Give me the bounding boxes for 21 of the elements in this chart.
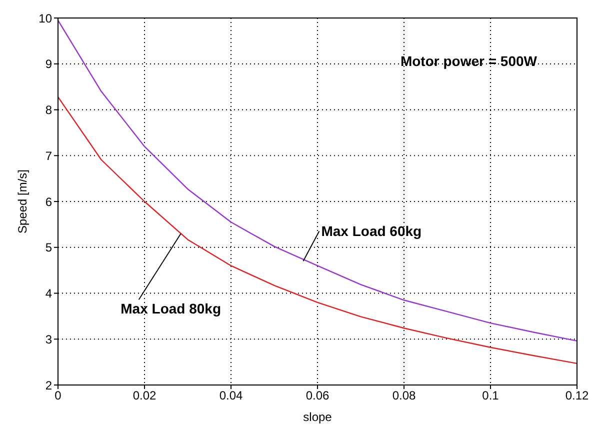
line-series (58, 96, 577, 364)
x-tick-label: 0.06 (306, 388, 330, 403)
annotation: Max Load 60kg (321, 223, 422, 240)
y-tick-label: 6 (45, 194, 52, 209)
y-tick-label: 9 (45, 57, 52, 72)
x-tick-label: 0.04 (219, 388, 243, 403)
y-tick-label: 3 (45, 332, 52, 346)
x-tick-label: 0.12 (565, 388, 589, 403)
y-axis-title: Speed [m/s] (15, 169, 30, 234)
x-tick-label: 0.1 (482, 388, 500, 403)
y-tick-label: 7 (45, 148, 52, 163)
y-tick-label: 4 (45, 286, 52, 301)
x-tick-label: 0 (54, 388, 62, 403)
y-tick-label: 10 (38, 11, 52, 26)
x-axis-title: slope (303, 410, 332, 424)
x-tick-label: 0.02 (132, 388, 156, 403)
y-tick-label: 8 (45, 103, 52, 118)
y-tick-label: 2 (45, 378, 52, 392)
x-tick-label: 0.08 (392, 388, 416, 403)
y-tick-label: 5 (45, 240, 52, 255)
annotation: Max Load 80kg (120, 300, 222, 317)
